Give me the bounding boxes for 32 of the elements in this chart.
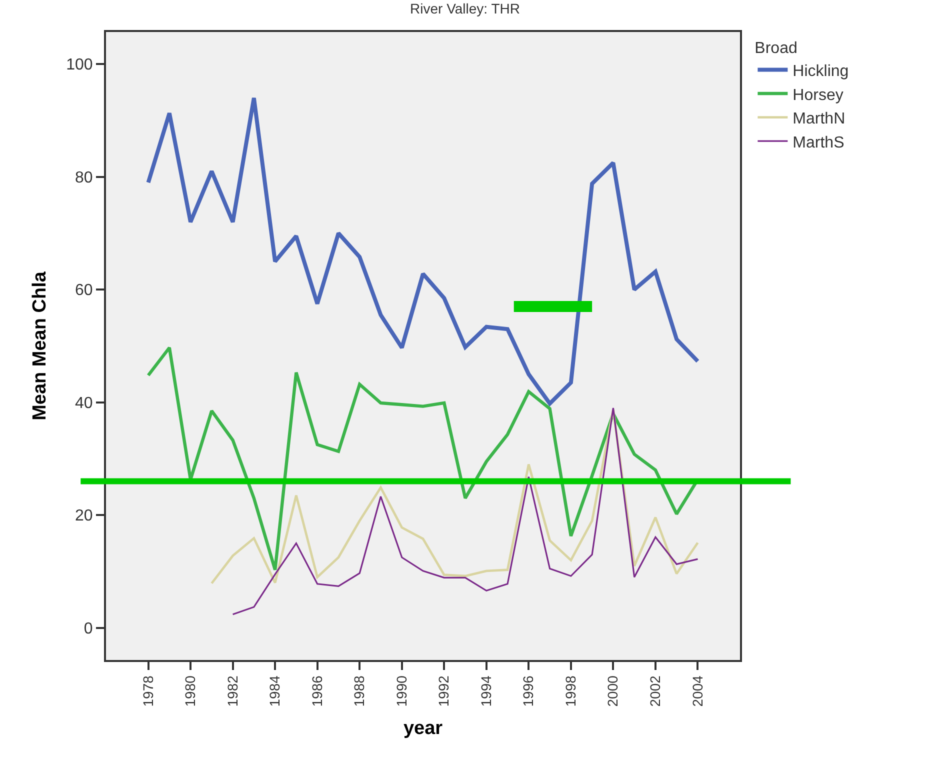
y-tick-label: 60 — [75, 282, 93, 300]
line-series — [232, 407, 699, 616]
x-tick-label: 2004 — [689, 675, 706, 707]
y-tick-label: 20 — [75, 508, 93, 525]
legend-label: MarthN — [792, 110, 846, 128]
x-tick-label: 2002 — [647, 675, 664, 707]
x-tick-label: 1978 — [140, 675, 156, 707]
x-tick-label: 1996 — [520, 675, 536, 707]
line-series — [146, 346, 700, 572]
line-series — [210, 408, 699, 585]
x-tick-label: 1990 — [393, 675, 410, 707]
x-tick-label: 1994 — [478, 675, 494, 707]
x-tick-label: 1980 — [182, 675, 198, 707]
x-tick-label: 1986 — [308, 675, 325, 707]
x-tick-label: 2000 — [604, 675, 621, 707]
legend-label: Hickling — [792, 62, 849, 80]
x-tick-label: 1982 — [224, 675, 240, 707]
legend-title: Broad — [754, 40, 798, 57]
x-axis-title: year — [403, 718, 444, 740]
x-tick-label: 1984 — [266, 675, 283, 707]
x-tick-label: 1988 — [351, 675, 368, 707]
legend-label: Horsey — [792, 86, 844, 104]
y-tick-label: 80 — [75, 169, 93, 186]
y-tick-label: 0 — [84, 620, 93, 638]
x-tick-label: 1998 — [562, 675, 578, 707]
y-tick-label: 100 — [66, 56, 93, 74]
legend-label: MarthS — [792, 134, 844, 152]
chart-title: River Valley: THR — [410, 0, 520, 17]
y-tick-label: 40 — [75, 394, 93, 412]
x-tick-label: 1992 — [436, 675, 452, 707]
line-series — [146, 96, 700, 406]
y-axis-title: Mean Mean Chla — [29, 271, 50, 420]
